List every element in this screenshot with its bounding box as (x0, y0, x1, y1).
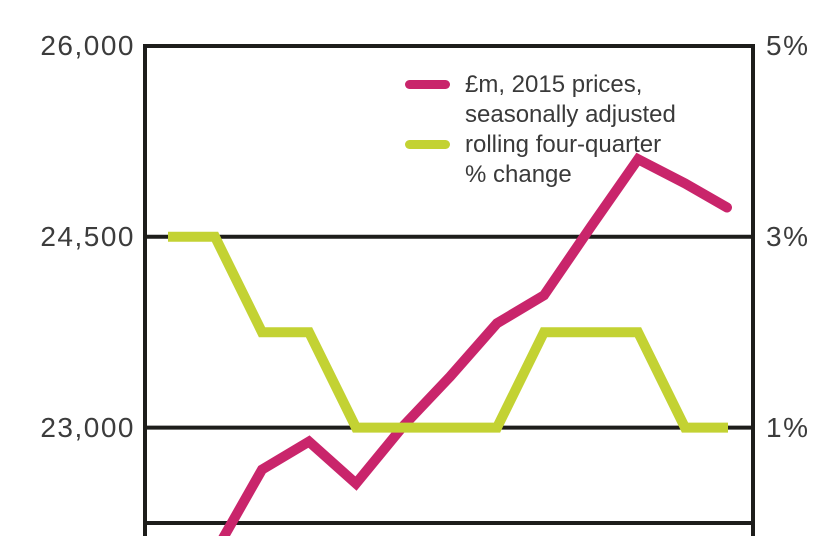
left-axis-tick-23000: 23,000 (40, 411, 135, 443)
legend-item-pct-change: rolling four-quarter % change (405, 130, 676, 190)
legend-item-prices: £m, 2015 prices, seasonally adjusted (405, 70, 676, 130)
right-axis-tick-5pct: 5% (766, 30, 810, 61)
pink-line-swatch-icon (405, 80, 450, 89)
prices-line (218, 152, 732, 536)
legend-label-line: £m, 2015 prices, (465, 71, 643, 98)
green-line-swatch-icon (405, 140, 450, 149)
chart-legend: £m, 2015 prices, seasonally adjusted rol… (405, 70, 676, 190)
left-axis-tick-24500: 24,500 (40, 220, 135, 252)
right-axis-tick-3pct: 3% (766, 220, 810, 252)
pct-change-line (168, 231, 728, 433)
legend-label-line: % change (465, 161, 572, 188)
legend-label-prices: £m, 2015 prices, seasonally adjusted (465, 70, 676, 130)
legend-label-pct-change: rolling four-quarter % change (465, 130, 661, 190)
left-axis-tick-26000: 26,000 (40, 30, 135, 61)
right-axis-tick-1pct: 1% (766, 411, 810, 443)
legend-label-line: seasonally adjusted (465, 101, 676, 128)
legend-label-line: rolling four-quarter (465, 131, 662, 158)
